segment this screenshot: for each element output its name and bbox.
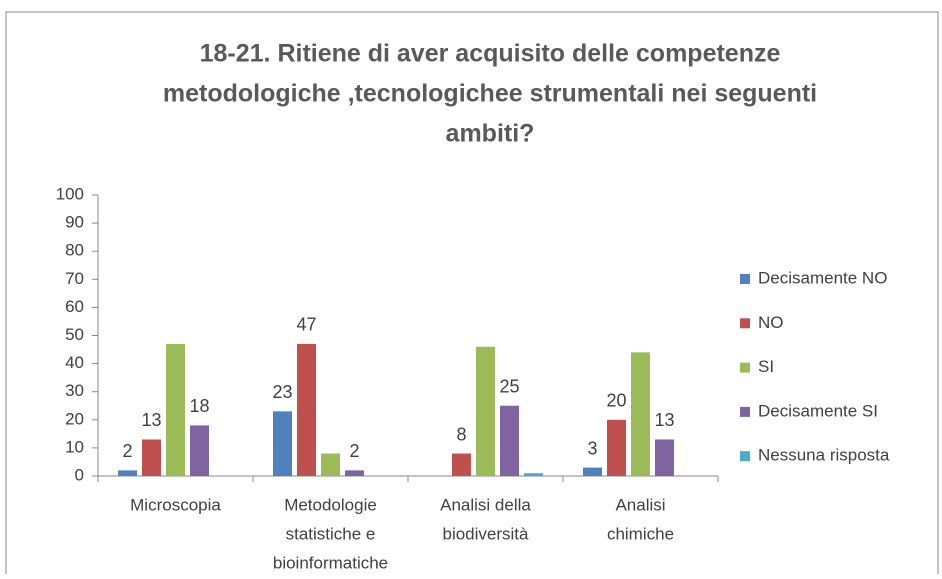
bar: [142, 439, 161, 476]
y-tick-label: 80: [65, 241, 84, 260]
bar: [452, 453, 471, 476]
legend-swatch: [740, 406, 750, 417]
bar: [321, 453, 340, 476]
x-tick-label: Microscopia: [130, 495, 221, 514]
x-tick-label: statistiche e: [286, 524, 376, 543]
y-tick-label: 30: [65, 381, 84, 400]
chart-title: metodologiche ,tecnologichee strumentali…: [163, 80, 817, 108]
bar: [500, 405, 519, 476]
y-tick-label: 20: [65, 409, 84, 428]
legend-label: SI: [758, 357, 774, 376]
chart-frame: [5, 11, 939, 579]
x-tick-label: bioinformatiche: [273, 553, 388, 572]
y-tick-label: 90: [65, 213, 84, 232]
data-label: 20: [606, 391, 626, 411]
legend-label: Nessuna risposta: [758, 446, 890, 465]
bar: [297, 343, 316, 476]
x-tick-label: Metodologie: [284, 495, 377, 514]
bar: [583, 467, 602, 476]
data-label: 25: [499, 377, 519, 397]
chart-title: 18-21. Ritiene di aver acquisito delle c…: [200, 40, 781, 68]
bar: [345, 470, 364, 476]
bar: [118, 470, 137, 476]
y-tick-label: 100: [56, 184, 84, 203]
legend-label: Decisamente NO: [758, 268, 887, 287]
data-label: 47: [296, 315, 316, 335]
data-label: 2: [122, 441, 132, 461]
data-label: 2: [349, 441, 359, 461]
y-tick-label: 40: [65, 353, 84, 372]
data-label: 18: [189, 396, 209, 416]
legend-swatch: [740, 362, 750, 373]
y-tick-label: 50: [65, 325, 84, 344]
data-label: 23: [272, 382, 292, 402]
x-tick-label: chimiche: [607, 524, 674, 543]
bar: [166, 343, 185, 476]
data-label: 13: [654, 410, 674, 430]
data-label: 3: [587, 438, 597, 458]
bar: [655, 439, 674, 476]
bar: [190, 425, 209, 476]
x-tick-label: biodiversità: [443, 524, 530, 543]
data-label: 13: [141, 410, 161, 430]
legend-label: NO: [758, 313, 784, 332]
chart-title: ambiti?: [446, 120, 535, 148]
y-tick-label: 10: [65, 437, 84, 456]
bar: [476, 346, 495, 476]
bar: [273, 411, 292, 476]
x-tick-label: Analisi della: [440, 495, 531, 514]
bar: [524, 473, 543, 476]
data-label: 8: [456, 424, 466, 444]
bar: [607, 419, 626, 476]
bar: [631, 352, 650, 476]
x-tick-label: Analisi: [615, 495, 665, 514]
y-tick-label: 60: [65, 297, 84, 316]
legend-label: Decisamente SI: [758, 401, 878, 420]
y-tick-label: 0: [75, 465, 84, 484]
y-tick-label: 70: [65, 269, 84, 288]
legend-swatch: [740, 274, 750, 284]
legend-swatch: [740, 451, 750, 462]
legend-swatch: [740, 318, 750, 329]
